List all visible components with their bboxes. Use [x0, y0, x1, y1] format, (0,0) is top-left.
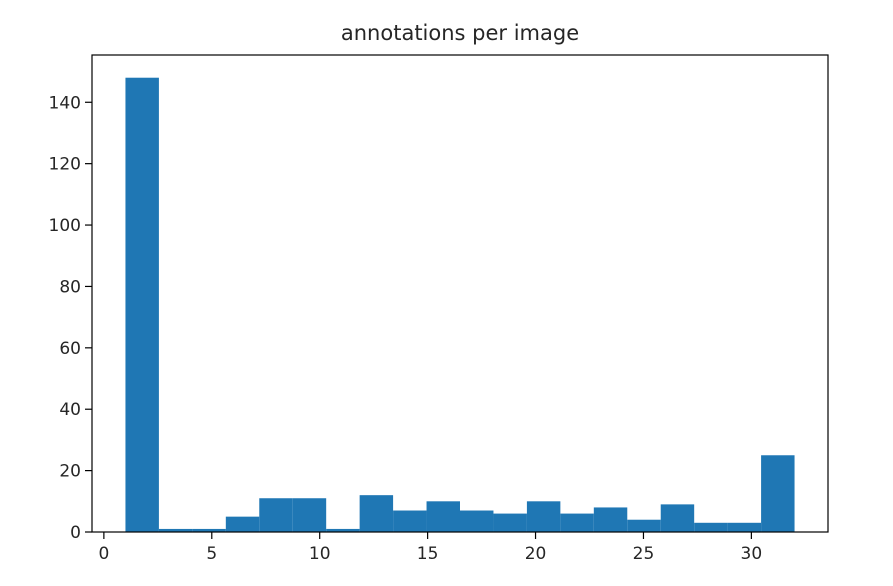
y-tick-label: 100: [49, 216, 81, 236]
histogram-bar-7: [359, 495, 394, 532]
histogram-bar-0: [125, 77, 159, 532]
y-tick-label: 60: [59, 339, 81, 359]
histogram-bar-8: [393, 510, 427, 532]
y-tick-label: 140: [49, 93, 81, 113]
histogram-bar-1: [158, 528, 193, 532]
histogram-bar-15: [627, 519, 661, 532]
histogram-bar-11: [493, 513, 527, 532]
plot-frame: [91, 54, 829, 533]
x-axis-ticks: 0 5 10 15 20 25 30: [98, 532, 762, 564]
y-tick-label: 120: [49, 155, 81, 175]
histogram-bar-14: [593, 507, 628, 532]
x-tick-label: 20: [525, 544, 547, 564]
y-axis-ticks: 0 20 40 60 80 100 120 140: [49, 93, 92, 543]
histogram-bar-6: [326, 528, 360, 532]
histogram-bar-10: [460, 510, 494, 532]
histogram-bar-17: [694, 522, 728, 532]
histogram-bar-9: [426, 501, 460, 532]
x-tick-label: 5: [206, 544, 217, 564]
y-tick-label: 80: [59, 277, 81, 297]
histogram-bar-12: [526, 501, 561, 532]
histogram-bar-2: [192, 528, 226, 532]
x-tick-label: 30: [741, 544, 763, 564]
histogram-bar-16: [660, 504, 695, 532]
histogram-bar-3: [225, 516, 260, 532]
histogram-bar-5: [292, 498, 327, 532]
histogram-bar-19: [761, 455, 795, 532]
x-tick-label: 0: [98, 544, 109, 564]
histogram-bar-18: [727, 522, 762, 532]
x-tick-label: 10: [309, 544, 331, 564]
histogram-bar-13: [560, 513, 594, 532]
chart-title: annotations per image: [341, 21, 579, 45]
x-tick-label: 15: [417, 544, 439, 564]
y-tick-label: 20: [59, 462, 81, 482]
histogram-bar-4: [259, 498, 293, 532]
bars-group: [125, 77, 795, 532]
x-tick-label: 25: [633, 544, 655, 564]
y-tick-label: 0: [70, 523, 81, 543]
y-tick-label: 40: [59, 400, 81, 420]
